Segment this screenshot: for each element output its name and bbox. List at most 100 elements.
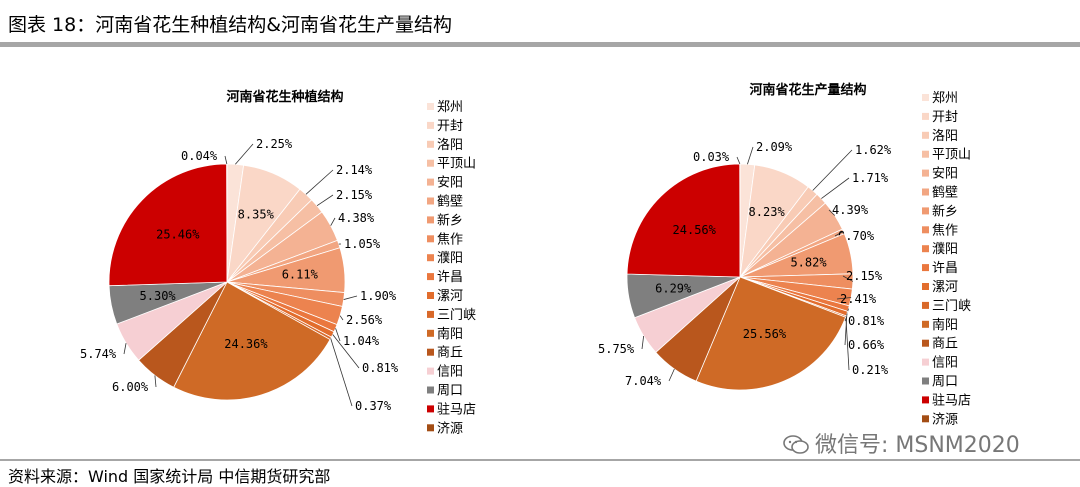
legend-swatch [427,387,434,394]
legend-label: 商丘 [437,346,463,361]
chart-title: 河南省花生产量结构 [749,82,866,98]
legend-swatch [922,283,929,290]
data-label: 25.56% [743,327,787,341]
legend-label: 许昌 [437,270,463,285]
legend-swatch [922,359,929,366]
legend-swatch [427,103,434,110]
legend-label: 三门峡 [437,308,476,323]
legend-label: 焦作 [932,223,958,238]
legend-swatch [922,189,929,196]
legend-swatch [922,207,929,214]
leader-line [331,338,352,406]
data-label: 1.62% [855,143,892,157]
legend-label: 开封 [932,110,958,125]
legend-label: 三门峡 [932,299,971,314]
data-label: 24.56% [673,223,717,237]
leader-line [155,375,156,387]
legend-swatch [427,198,434,205]
chart-title: 河南省花生种植结构 [226,89,343,105]
legend-label: 济源 [437,421,463,436]
data-label: 2.56% [346,313,383,327]
legend-label: 郑州 [932,91,958,106]
data-label: 0.21% [852,363,889,377]
legend-swatch [922,378,929,385]
data-label: 5.30% [140,289,177,303]
legend-swatch [427,235,434,242]
legend-label: 鹤壁 [932,185,958,201]
watermark-text: 微信号: MSNM2020 [815,433,1020,458]
legend-label: 漯河 [932,280,958,295]
data-label: 6.29% [655,282,692,296]
data-label: 2.15% [846,269,883,283]
pie-chart-2: 河南省花生产量结构2.09%8.23%1.62%1.71%4.39%0.70%5… [598,82,971,427]
data-label: 0.66% [848,338,885,352]
leader-line [225,156,227,164]
source-note: 资料来源：Wind 国家统计局 中信期货研究部 [8,463,330,487]
data-label: 0.04% [181,149,218,163]
pie-slice [109,164,227,286]
data-label: 2.15% [336,188,373,202]
legend-swatch [427,311,434,318]
leader-line [669,369,674,381]
data-label: 4.38% [338,211,375,225]
leader-line [813,150,852,191]
leader-line [340,316,343,320]
data-label: 0.81% [848,314,885,328]
legend-label: 商丘 [932,337,958,352]
wechat-icon [783,435,809,455]
data-label: 2.25% [256,137,293,151]
legend-swatch [922,94,929,101]
legend-swatch [922,245,929,252]
legend-swatch [427,141,434,148]
data-label: 5.82% [790,255,827,269]
legend-label: 漯河 [437,289,463,304]
legend-swatch [922,170,929,177]
data-label: 0.03% [693,150,730,164]
data-label: 1.71% [852,171,889,185]
bottom-rule [0,459,1080,461]
data-label: 24.36% [224,337,268,351]
legend-swatch [427,179,434,186]
data-label: 5.74% [80,347,117,361]
data-label: 2.09% [756,140,793,154]
legend-label: 许昌 [932,261,958,276]
legend-swatch [922,321,929,328]
legend-label: 鹤壁 [437,194,463,210]
legend-label: 南阳 [437,326,463,342]
legend-swatch [427,424,434,431]
data-label: 0.81% [362,361,399,375]
leader-line [317,195,333,206]
data-label: 1.90% [360,289,397,303]
legend-label: 新乡 [932,203,958,219]
legend-label: 周口 [932,375,958,390]
legend-swatch [922,396,929,403]
leader-line [235,144,253,164]
leader-line [306,170,333,194]
data-label: 4.39% [832,203,869,217]
legend-label: 南阳 [932,317,958,333]
leader-line [344,296,357,300]
legend-swatch [922,302,929,309]
legend-swatch [922,113,929,120]
data-label: 25.46% [156,227,200,241]
data-label: 8.23% [749,205,786,219]
leader-line [821,178,849,199]
legend-label: 焦作 [437,232,463,247]
data-label: 2.41% [840,292,877,306]
legend-label: 洛阳 [932,129,958,144]
legend-swatch [427,254,434,261]
legend-label: 洛阳 [437,138,463,153]
legend-swatch [922,340,929,347]
legend-swatch [922,132,929,139]
legend-label: 济源 [932,412,958,427]
data-label: 6.11% [282,268,319,282]
legend-label: 濮阳 [932,242,958,257]
legend-swatch [427,273,434,280]
legend-label: 平顶山 [437,157,476,172]
leader-line [747,147,753,164]
legend-swatch [427,122,434,129]
leader-line [737,157,740,164]
legend-swatch [427,368,434,375]
data-label: 2.14% [336,163,373,177]
